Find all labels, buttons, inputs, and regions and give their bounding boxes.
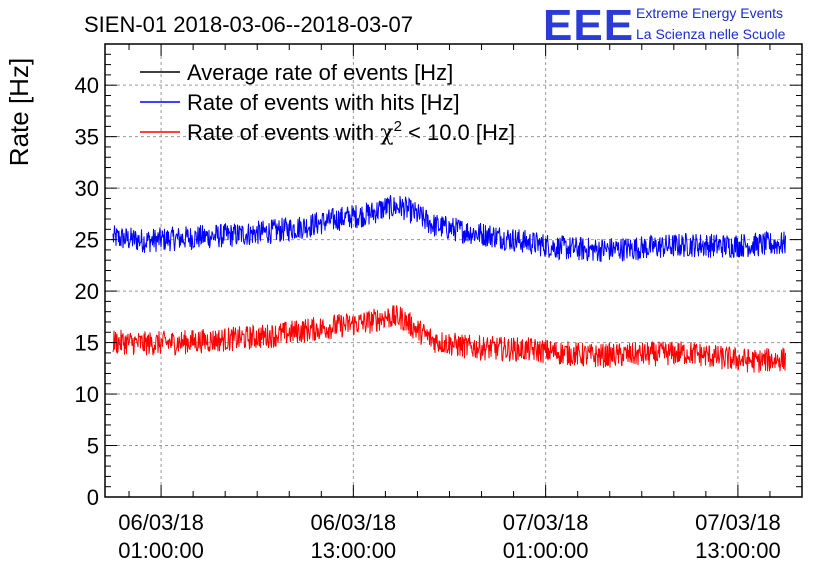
y-tick-label: 0 <box>87 485 99 510</box>
x-tick-label-date: 07/03/18 <box>695 510 781 535</box>
legend: Average rate of events [Hz] Rate of event… <box>140 60 515 146</box>
legend-label: Rate of events with χ2 < 10.0 [Hz] <box>187 118 515 146</box>
x-tick-label-time: 01:00:00 <box>503 538 589 563</box>
y-tick-label: 35 <box>75 125 99 150</box>
logo-line-2: La Scienza nelle Scuole <box>636 26 786 42</box>
chart-title: SIEN-01 2018-03-06--2018-03-07 <box>84 12 413 37</box>
series-layer <box>112 195 786 373</box>
y-tick-label: 25 <box>75 228 99 253</box>
grid-layer <box>105 44 802 497</box>
x-tick-label-date: 06/03/18 <box>118 510 204 535</box>
x-tick-label-time: 13:00:00 <box>311 538 397 563</box>
y-tick-label: 40 <box>75 73 99 98</box>
y-tick-label: 15 <box>75 331 99 356</box>
y-axis-title: Rate [Hz] <box>4 58 34 166</box>
axes-layer: 0 5 10 15 20 25 30 35 40 06/03/18 01:00:00 06/03/18… <box>75 43 803 563</box>
x-tick-label-time: 13:00:00 <box>695 538 781 563</box>
legend-label: Average rate of events [Hz] <box>187 60 453 85</box>
series-line-chi2 <box>112 305 786 373</box>
logo-line-1: Extreme Energy Events <box>636 5 783 21</box>
x-tick-label-date: 07/03/18 <box>503 510 589 535</box>
x-tick-label-time: 01:00:00 <box>118 538 204 563</box>
y-tick-label: 30 <box>75 176 99 201</box>
eee-logo: EEE Extreme Energy Events La Scienza nel… <box>543 1 786 50</box>
y-tick-label: 20 <box>75 279 99 304</box>
y-tick-label: 5 <box>87 434 99 459</box>
y-tick-label: 10 <box>75 382 99 407</box>
legend-label: Rate of events with hits [Hz] <box>187 90 460 115</box>
x-tick-label-date: 06/03/18 <box>311 510 397 535</box>
logo-mark: EEE <box>543 1 634 50</box>
series-line-hits <box>112 195 786 262</box>
